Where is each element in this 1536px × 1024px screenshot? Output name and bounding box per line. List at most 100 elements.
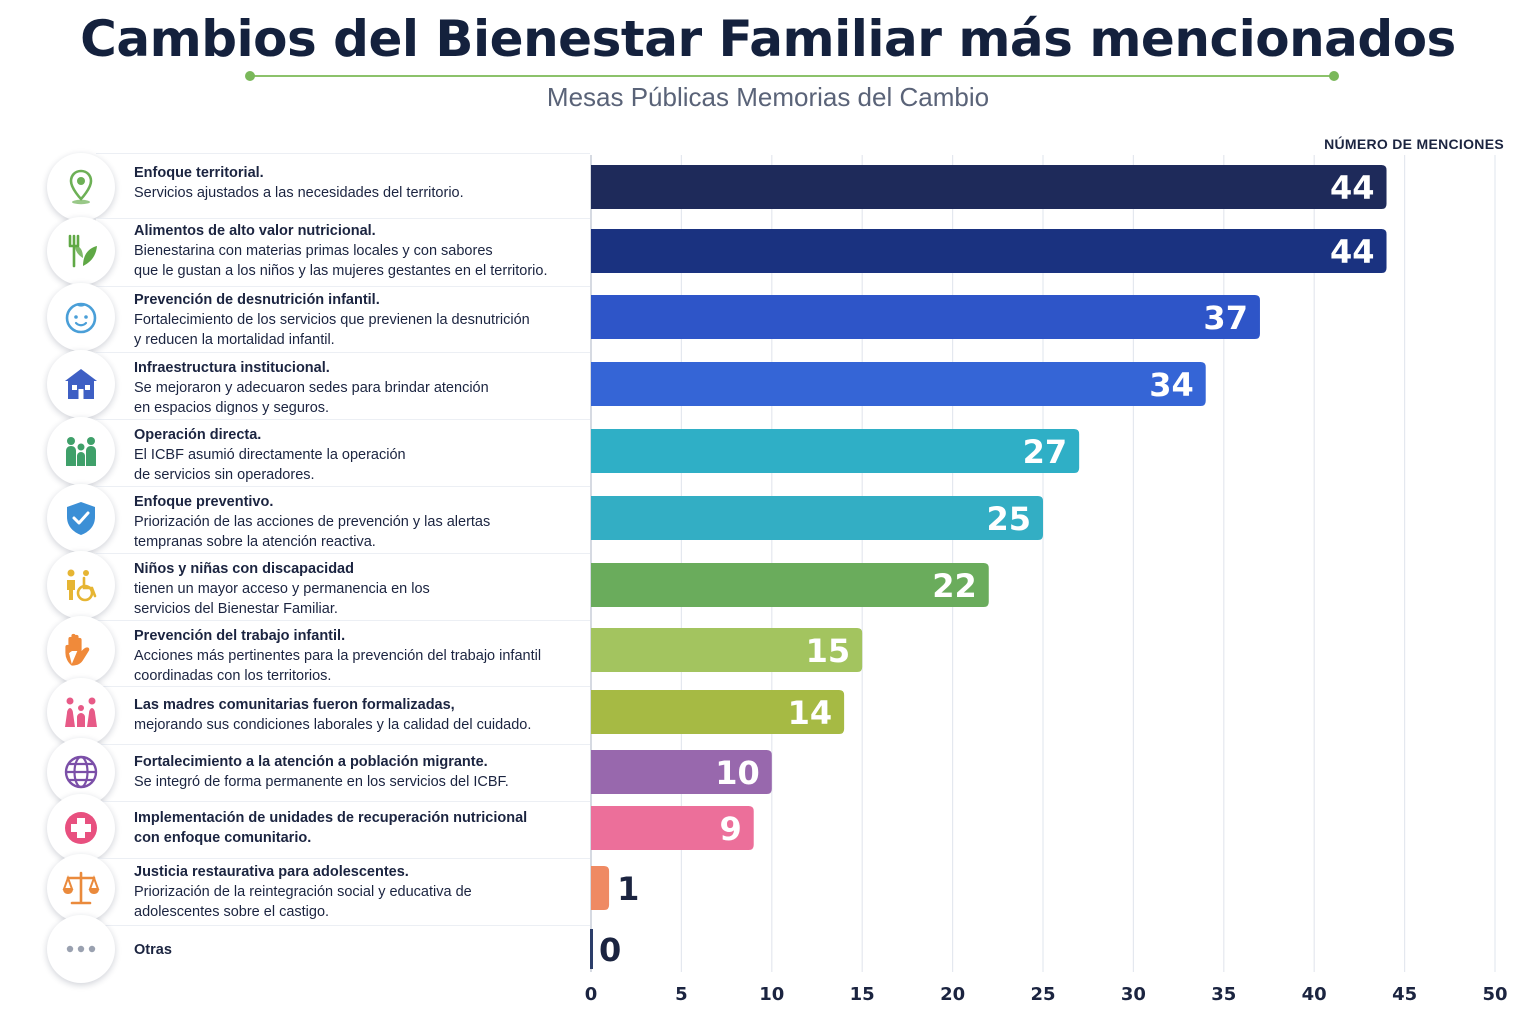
more-dots-icon xyxy=(47,915,115,983)
category-label-title: Prevención de desnutrición infantil. xyxy=(134,292,380,308)
category-row xyxy=(96,925,590,974)
bar xyxy=(591,429,1080,473)
bar xyxy=(591,806,754,850)
category-row xyxy=(96,858,590,926)
category-label: Niños y niñas con discapacidad tienen un … xyxy=(134,559,584,619)
category-label-title: Fortalecimiento a la atención a població… xyxy=(134,754,488,770)
category-label-description: mejorando sus condiciones laborales y la… xyxy=(134,717,532,733)
x-tick-label: 45 xyxy=(1392,984,1417,1005)
category-label-title: Enfoque preventivo. xyxy=(134,494,274,510)
category-row xyxy=(96,218,590,287)
bar xyxy=(590,929,593,969)
category-label: Prevención de desnutrición infantil. Fort… xyxy=(134,290,584,350)
x-tick-label: 20 xyxy=(940,984,965,1005)
bar-value-label: 0 xyxy=(599,931,621,969)
x-tick-label: 30 xyxy=(1121,984,1146,1005)
fork-leaf-icon xyxy=(47,217,115,285)
bar xyxy=(591,563,989,607)
bar xyxy=(591,866,610,910)
category-label-description: Bienestarina con materias primas locales… xyxy=(134,243,548,279)
category-label-panel: Enfoque territorial. Servicios ajustados … xyxy=(0,0,600,1024)
bar xyxy=(591,229,1387,273)
child-wheelchair-icon xyxy=(47,551,115,619)
bar-value-label: 10 xyxy=(715,754,760,792)
bar xyxy=(591,750,772,794)
category-label-title: Infraestructura institucional. xyxy=(134,360,330,376)
x-tick-label: 25 xyxy=(1030,984,1055,1005)
category-row xyxy=(96,620,590,687)
mothers-children-icon xyxy=(47,678,115,746)
baby-face-icon xyxy=(47,283,115,351)
category-row xyxy=(96,744,590,802)
category-label-title: Prevención del trabajo infantil. xyxy=(134,628,346,644)
category-label: Infraestructura institucional. Se mejorar… xyxy=(134,358,584,418)
category-label: Fortalecimiento a la atención a població… xyxy=(134,752,584,792)
chart-title: Cambios del Bienestar Familiar más menci… xyxy=(80,10,1456,68)
bar-value-label: 1 xyxy=(617,870,639,908)
x-tick-label: 0 xyxy=(585,984,598,1005)
category-label: Operación directa. El ICBF asumió directa… xyxy=(134,425,584,485)
category-label: Enfoque territorial. Servicios ajustados … xyxy=(134,163,584,203)
category-label-title: Enfoque territorial. xyxy=(134,165,264,181)
bar-value-label: 34 xyxy=(1149,366,1194,404)
bar-value-label: 9 xyxy=(719,810,741,848)
bar xyxy=(591,295,1260,339)
category-label-description: Se integró de forma permanente en los se… xyxy=(134,774,509,790)
bar-value-label: 15 xyxy=(806,632,851,670)
category-label: Alimentos de alto valor nutricional. Bien… xyxy=(134,221,584,281)
category-row xyxy=(96,352,590,420)
category-label-description: El ICBF asumió directamente la operación… xyxy=(134,447,406,483)
category-label: Las madres comunitarias fueron formaliza… xyxy=(134,695,584,735)
medical-cross-icon xyxy=(47,794,115,862)
location-pin-icon xyxy=(47,153,115,221)
bar xyxy=(591,628,863,672)
x-tick-label: 10 xyxy=(759,984,784,1005)
category-label-title: Niños y niñas con discapacidad xyxy=(134,561,354,577)
category-label: Implementación de unidades de recuperaci… xyxy=(134,808,584,848)
hand-stop-icon xyxy=(47,616,115,684)
category-label-title: Implementación de unidades de recuperaci… xyxy=(134,810,528,846)
chart-subtitle: Mesas Públicas Memorias del Cambio xyxy=(546,82,990,112)
globe-icon xyxy=(47,738,115,806)
category-label: Prevención del trabajo infantil. Acciones… xyxy=(134,626,584,686)
bar xyxy=(591,690,845,734)
category-label-description: Fortalecimiento de los servicios que pre… xyxy=(134,312,530,348)
category-label-description: Priorización de la reintegración social … xyxy=(134,884,472,920)
category-row xyxy=(96,419,590,487)
x-tick-label: 50 xyxy=(1482,984,1507,1005)
category-label-description: tienen un mayor acceso y permanencia en … xyxy=(134,581,430,617)
category-label: Otras xyxy=(134,940,584,960)
x-tick-label: 5 xyxy=(675,984,688,1005)
x-tick-label: 40 xyxy=(1302,984,1327,1005)
category-row xyxy=(96,801,590,859)
title-underline-dot-left xyxy=(245,71,255,81)
category-label-description: Priorización de las acciones de prevenci… xyxy=(134,514,491,550)
category-label-title: Otras xyxy=(134,942,172,958)
category-label-title: Alimentos de alto valor nutricional. xyxy=(134,223,376,239)
category-label-description: Acciones más pertinentes para la prevenc… xyxy=(134,648,542,684)
bar xyxy=(591,362,1206,406)
category-label: Enfoque preventivo. Priorización de las a… xyxy=(134,492,584,552)
category-label-description: Se mejoraron y adecuaron sedes para brin… xyxy=(134,380,489,416)
x-axis-title: NÚMERO DE MENCIONES xyxy=(1324,136,1504,152)
family-group-icon xyxy=(47,417,115,485)
category-label-title: Justicia restaurativa para adolescentes. xyxy=(134,864,409,880)
scales-icon xyxy=(47,854,115,922)
category-label-description: Servicios ajustados a las necesidades de… xyxy=(134,185,464,201)
category-row xyxy=(96,553,590,621)
bar xyxy=(591,496,1043,540)
bar-value-label: 25 xyxy=(986,500,1031,538)
x-tick-label: 15 xyxy=(850,984,875,1005)
category-label-title: Las madres comunitarias fueron formaliza… xyxy=(134,697,455,713)
bar xyxy=(591,165,1387,209)
bar-value-label: 37 xyxy=(1203,299,1248,337)
category-row xyxy=(96,686,590,745)
category-row xyxy=(96,153,590,219)
building-icon xyxy=(47,350,115,418)
category-row xyxy=(96,486,590,554)
bar-value-label: 27 xyxy=(1023,433,1068,471)
category-label: Justicia restaurativa para adolescentes.… xyxy=(134,862,584,922)
title-underline xyxy=(250,75,1334,77)
category-row xyxy=(96,286,590,353)
